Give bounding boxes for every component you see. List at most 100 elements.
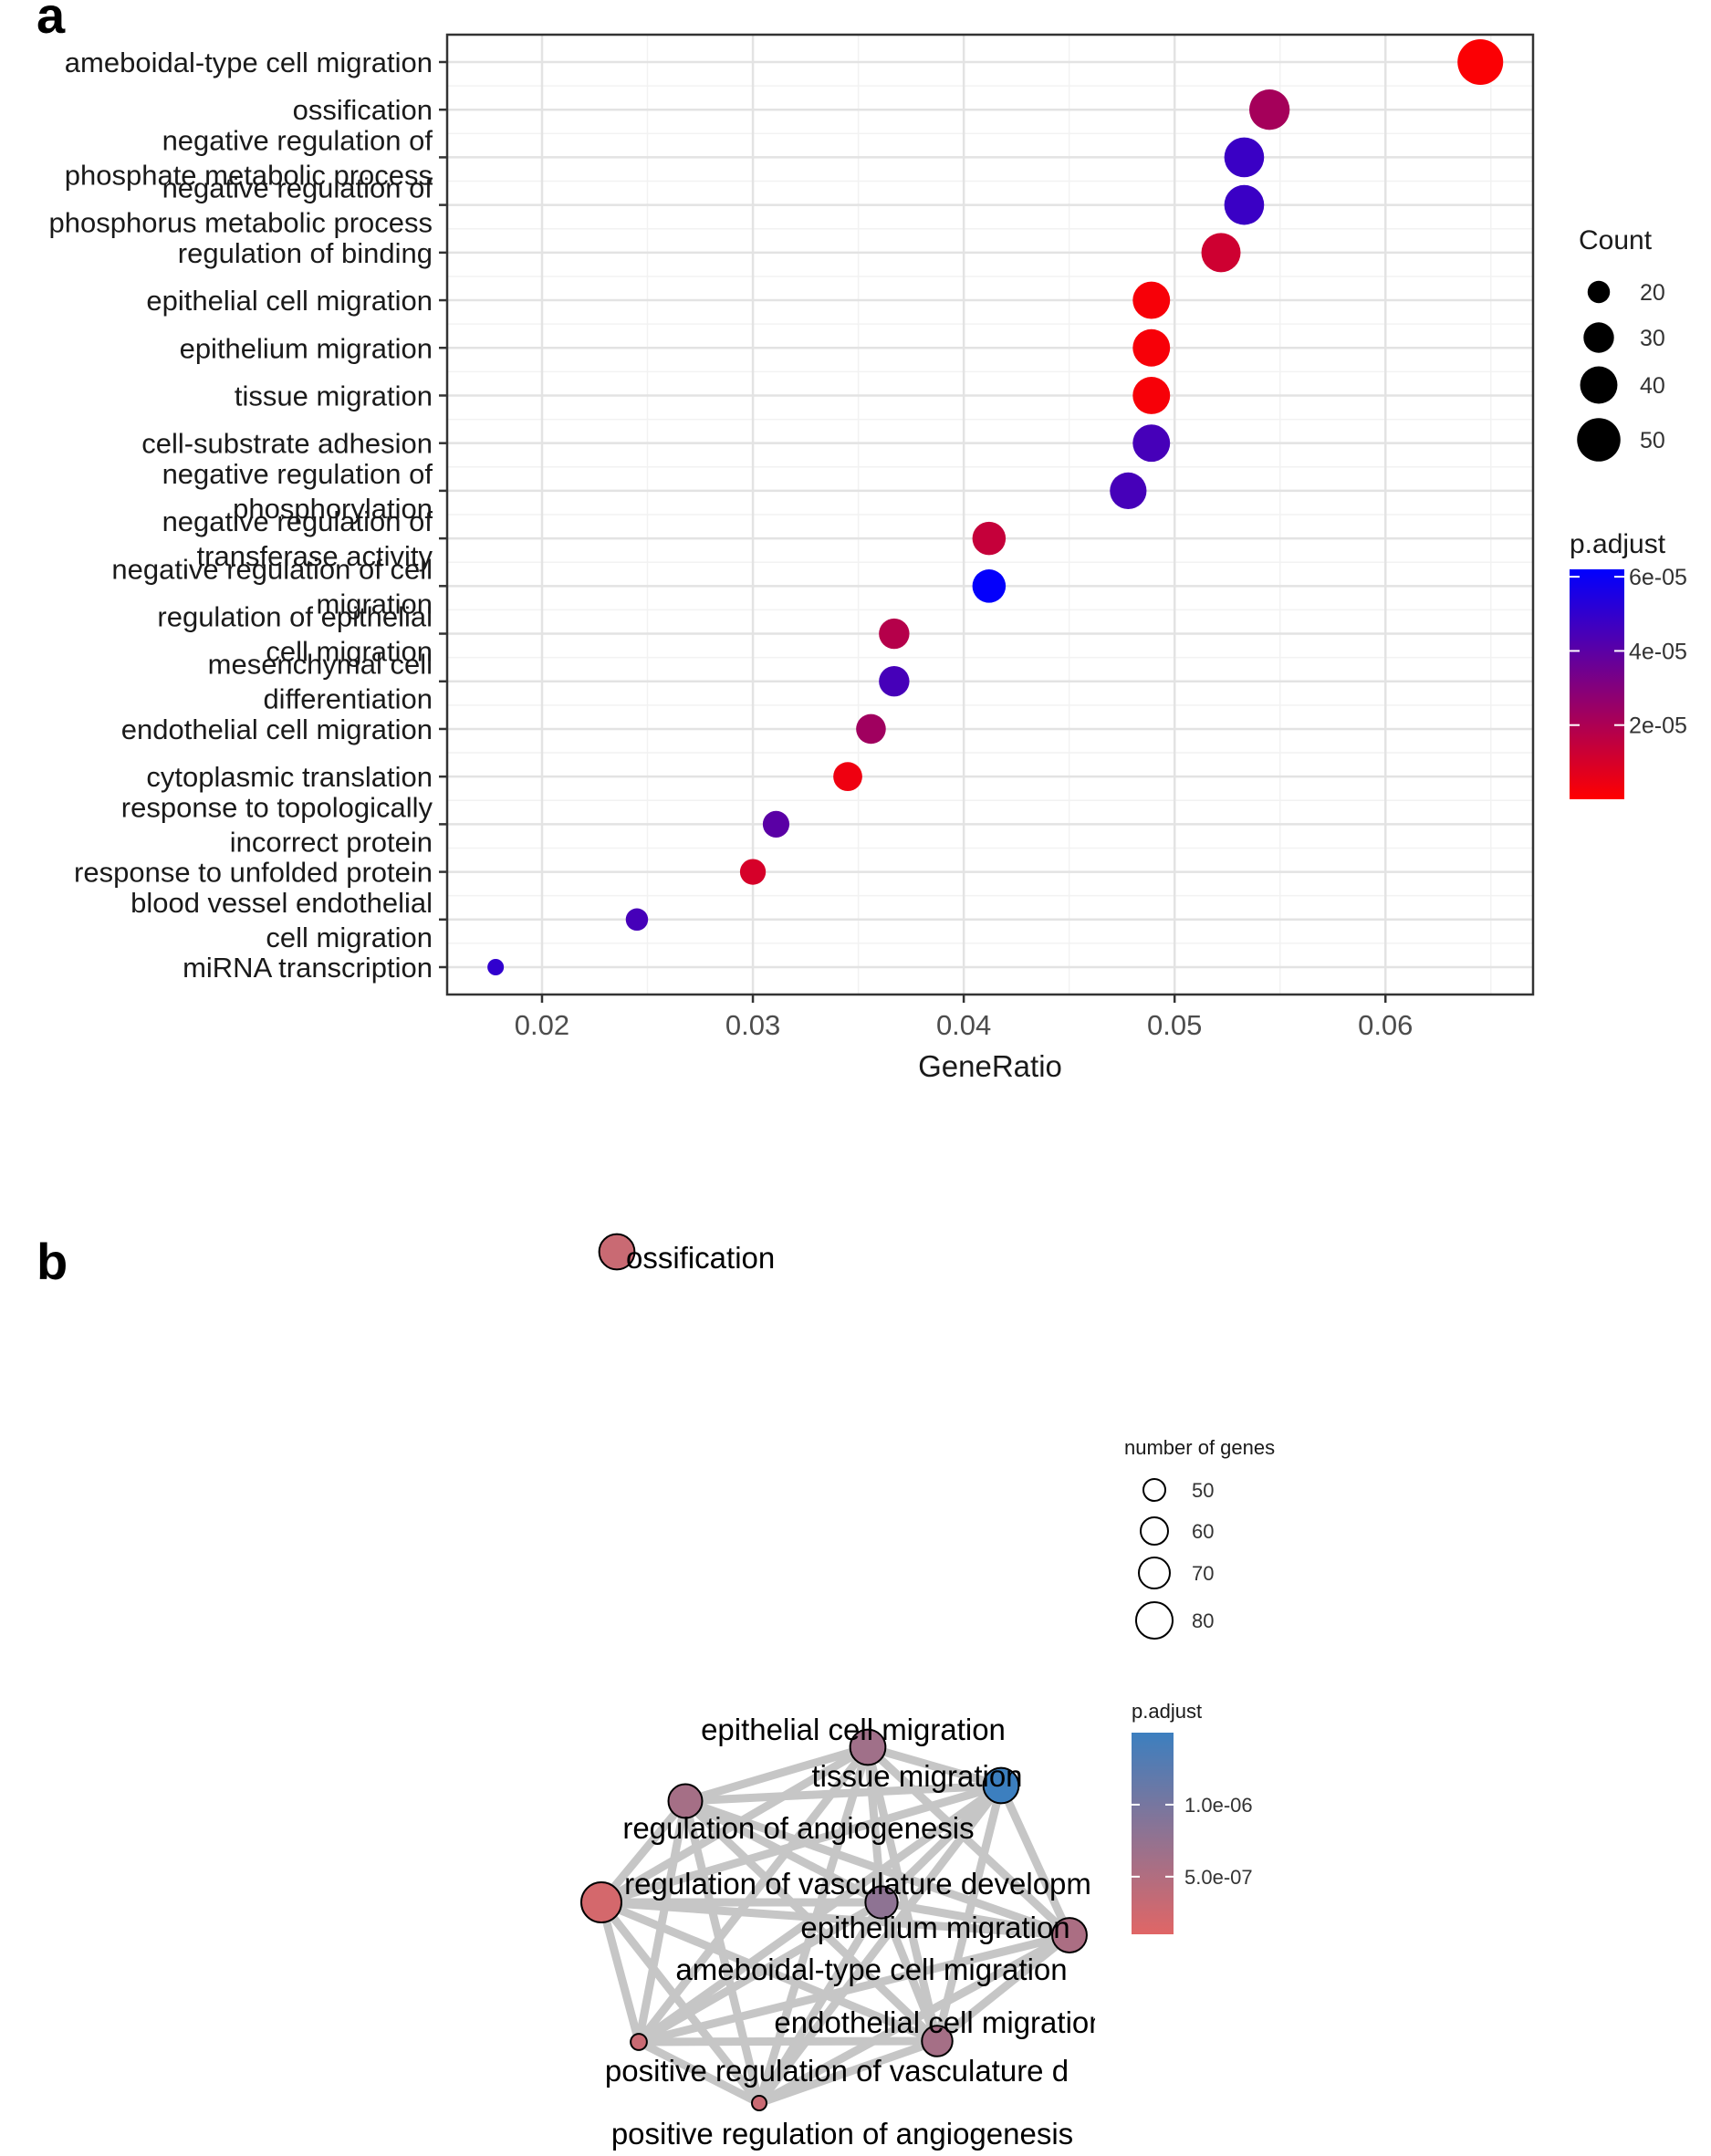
size-legend-label: 40: [1640, 373, 1665, 399]
size-legend-key: [1580, 366, 1618, 404]
network-edge: [996, 1781, 1074, 1940]
y-tick-label: negative regulation of: [162, 124, 433, 156]
y-tick-label: transferase activity: [197, 540, 433, 572]
network-node: [667, 1783, 704, 1819]
size-legend-key: [1142, 1478, 1166, 1502]
y-tick-label: negative regulation of: [162, 458, 433, 490]
y-tick-label: negative regulation of: [162, 505, 433, 537]
data-point: [739, 859, 767, 885]
size-legend-label: 30: [1640, 326, 1665, 351]
size-legend-label: 50: [1192, 1479, 1214, 1502]
size-legend-title: Count: [1579, 225, 1653, 255]
y-tick-label: miRNA transcription: [183, 952, 433, 984]
y-tick-label: differentiation: [263, 683, 433, 715]
size-legend-key: [1587, 280, 1611, 304]
network-node: [921, 2025, 954, 2057]
y-tick-label: tissue migration: [235, 380, 433, 411]
network-node: [580, 1881, 622, 1923]
network-node: [751, 2095, 767, 2111]
network-edge: [597, 1898, 764, 2108]
data-point: [972, 569, 1007, 603]
y-tick-label: response to unfolded protein: [74, 857, 433, 889]
x-tick-label: 0.06: [1358, 1009, 1413, 1041]
data-point: [1132, 328, 1171, 367]
y-tick-label: endothelial cell migration: [121, 713, 433, 745]
data-point: [833, 762, 862, 792]
network-edge: [755, 1931, 1074, 2108]
dot-plot-legends: Count 20 30 40 50 p.adjust 6e-05 4e-05 2e-05: [1570, 225, 1687, 799]
data-point: [1132, 424, 1171, 463]
panel-label-b: b: [37, 1233, 68, 1290]
data-point: [625, 908, 649, 932]
x-tick-label: 0.05: [1147, 1009, 1202, 1041]
network-edge: [755, 1898, 886, 2108]
color-bar: [1132, 1733, 1174, 1934]
y-tick-label: cell-substrate adhesion: [141, 428, 433, 460]
y-tick-label: phosphorylation: [233, 493, 433, 525]
network-node-label: ossification: [626, 1241, 775, 1275]
network-node-label: ameboidal-type cell migration: [675, 1953, 1067, 1986]
data-point: [1224, 137, 1265, 178]
y-tick-label: epithelial cell migration: [146, 285, 433, 317]
data-point: [1224, 184, 1265, 225]
x-tick-label: 0.04: [936, 1009, 991, 1041]
y-tick-label: cytoplasmic translation: [146, 761, 433, 793]
color-legend-title: p.adjust: [1132, 1700, 1202, 1723]
network-edge: [863, 1743, 942, 2046]
network-edge: [597, 1898, 643, 2047]
panel-label-a: a: [37, 0, 66, 44]
size-legend-label: 80: [1192, 1609, 1214, 1632]
y-tick-label: phosphate metabolic process: [65, 159, 433, 191]
data-point: [487, 959, 505, 975]
network-edge: [634, 2037, 764, 2108]
color-bar-label: 4e-05: [1629, 639, 1687, 664]
network-edge: [755, 2036, 942, 2108]
size-legend-key: [1140, 1516, 1169, 1546]
network-legends: number of genes 50 60 70 80 p.adjust 1.0e-06 5.…: [1124, 1436, 1275, 1934]
plot-border: [445, 33, 1535, 996]
data-point: [1201, 233, 1241, 273]
color-bar-label: 5.0e-07: [1184, 1866, 1253, 1889]
color-bar: [1570, 569, 1624, 799]
network-edge: [597, 1898, 1074, 1940]
network-node-label: regulation of vasculature developm: [624, 1867, 1091, 1901]
size-legend-key: [1577, 418, 1621, 462]
network-node-label: epithelial cell migration: [701, 1713, 1006, 1746]
size-legend-label: 20: [1640, 280, 1665, 306]
network-edge: [755, 1781, 1006, 2108]
data-point: [1132, 377, 1171, 414]
network-edge: [634, 2036, 942, 2047]
network-edge: [634, 1797, 690, 2047]
y-tick-label: regulation of epithelial: [157, 601, 433, 633]
y-tick-label: negative regulation of: [162, 172, 433, 204]
network-node: [1051, 1917, 1088, 1953]
network-node-label: regulation of angiogenesis: [622, 1811, 974, 1845]
data-point: [1457, 39, 1504, 85]
network-node-label: tissue migration: [811, 1759, 1022, 1793]
x-tick-label: 0.03: [725, 1009, 780, 1041]
network-edge: [681, 1781, 1006, 1806]
data-point: [1110, 472, 1147, 509]
size-legend-key: [1583, 322, 1614, 353]
network-edge: [597, 1898, 942, 2046]
network-node-label: positive regulation of angiogenesis: [611, 2117, 1073, 2151]
size-legend-label: 70: [1192, 1562, 1214, 1585]
y-tick-label: ameboidal-type cell migration: [65, 47, 433, 78]
dot-plot: 0.02 0.03 0.04 0.05 0.06 GeneRatio ameboidal-t…: [49, 33, 1535, 1083]
y-tick-label: negative regulation of cell: [111, 553, 433, 585]
data-point: [972, 521, 1007, 556]
network-edge: [681, 1797, 1074, 1940]
enrichment-network: ossification epithelial cell migration tis…: [580, 1233, 1095, 2151]
color-legend-title: p.adjust: [1570, 529, 1666, 559]
network-edge: [634, 1931, 1074, 2047]
data-point: [762, 810, 790, 838]
network-node: [849, 1728, 887, 1766]
size-legend-key: [1138, 1557, 1171, 1589]
data-point: [856, 713, 886, 745]
data-point: [1249, 89, 1290, 130]
y-tick-label: regulation of binding: [178, 237, 433, 269]
y-tick-label: epithelium migration: [180, 332, 433, 364]
color-bar-label: 2e-05: [1629, 713, 1687, 739]
data-point: [879, 666, 910, 697]
